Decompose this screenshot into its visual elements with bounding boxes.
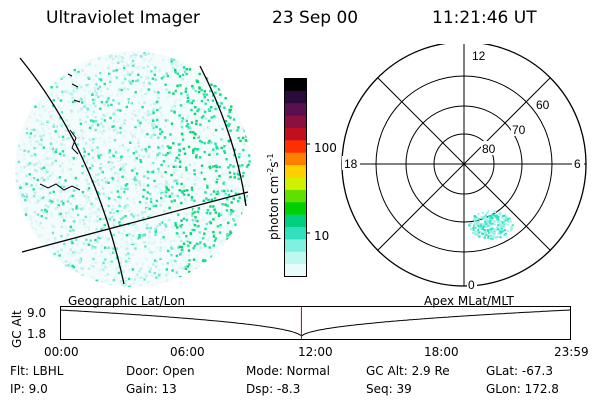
altitude-curve [60, 309, 571, 337]
polar-mlat-mlt-plot: 12 0 18 6 60 70 80 [341, 44, 587, 292]
colorbar-unit-label: photon cm-2s-1 [266, 153, 281, 240]
mlat-label-70: 70 [512, 123, 526, 137]
lon-line-left [19, 57, 125, 285]
mlt-label-6: 6 [574, 157, 581, 171]
lon-line-right [199, 65, 247, 207]
mlt-label-18: 18 [344, 157, 358, 171]
altitude-curve-plot [60, 306, 571, 340]
geographic-label: Geographic Lat/Lon [68, 294, 186, 308]
mlat-label-60: 60 [536, 98, 550, 112]
filter-status: Flt: LBHL [10, 364, 64, 378]
date-label: 23 Sep 00 [272, 8, 359, 28]
colorbar-tick-100: 100 [314, 141, 337, 155]
x-tick-0600: 06:00 [170, 345, 205, 359]
colorbar-gradient [284, 78, 310, 277]
mlat-label-80: 80 [482, 142, 496, 156]
instrument-title: Ultraviolet Imager [46, 8, 200, 28]
seq-status: Seq: 39 [366, 382, 412, 396]
time-label: 11:21:46 UT [432, 8, 537, 28]
mode-status: Mode: Normal [246, 364, 330, 378]
mlt-label-0: 0 [468, 278, 475, 292]
altitude-ylabel: GC Alt [10, 310, 24, 348]
glat-status: GLat: -67.3 [486, 364, 553, 378]
glon-status: GLon: 172.8 [486, 382, 559, 396]
x-tick-1800: 18:00 [424, 345, 459, 359]
altitude-ytick-1.8: 1.8 [27, 327, 47, 341]
door-status: Door: Open [126, 364, 195, 378]
geographic-image [15, 51, 251, 287]
coastline [39, 73, 81, 191]
apex-label: Apex MLat/MLT [424, 294, 514, 308]
colorbar-tick-10: 10 [314, 229, 330, 243]
dsp-status: Dsp: -8.3 [246, 382, 301, 396]
ip-status: IP: 9.0 [10, 382, 48, 396]
altitude-ytick-9: 9.0 [27, 306, 47, 320]
uv-disk [15, 51, 251, 287]
x-tick-1200: 12:00 [298, 345, 333, 359]
x-tick-2359: 23:59 [554, 345, 589, 359]
aurora-oval-patch [468, 210, 514, 240]
gain-status: Gain: 13 [126, 382, 177, 396]
x-tick-0000: 00:00 [44, 345, 79, 359]
mlt-label-12: 12 [472, 49, 486, 63]
gcalt-status: GC Alt: 2.9 Re [366, 364, 450, 378]
lat-line [21, 191, 249, 253]
